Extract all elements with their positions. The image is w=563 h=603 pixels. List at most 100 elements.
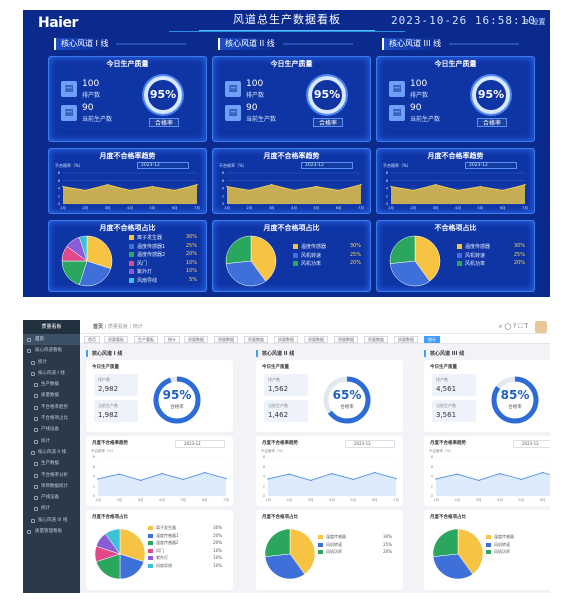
legend-item: 温度传感器 30% xyxy=(318,534,392,542)
sidebar-item[interactable]: 不合格率趋势 xyxy=(23,402,80,413)
trend-point xyxy=(524,183,526,186)
font-size-icon[interactable]: T xyxy=(524,323,530,330)
lane-title: 核心风道 II 线 xyxy=(218,38,353,50)
sidebar-item[interactable]: 质量管理看板 xyxy=(23,526,80,537)
stat-produced: ▤ 100 排产数 xyxy=(225,79,285,99)
tab[interactable]: 质量数据 xyxy=(184,336,208,343)
breadcrumb-root[interactable]: 首页 xyxy=(93,324,104,330)
tab[interactable]: 质量数据 xyxy=(214,336,238,343)
sidebar-item[interactable]: 核心风道看板 xyxy=(23,345,80,356)
legend-percent: 30% xyxy=(513,243,525,249)
sidebar-item[interactable]: 产线设备 xyxy=(23,492,80,503)
pass-rate-gauge xyxy=(153,376,201,424)
sidebar-item[interactable]: 首页 xyxy=(23,334,80,346)
avatar[interactable] xyxy=(535,321,547,333)
legend-name: 温度传感器 xyxy=(326,534,346,539)
legend-item: 温度传感器 30% xyxy=(457,243,525,252)
trend-point xyxy=(106,183,109,186)
panel-title: 今日生产质量 xyxy=(434,60,477,68)
trend-point xyxy=(129,189,131,192)
month-select[interactable]: 2023-12 xyxy=(465,162,517,169)
trend-card: 月度不合格率趋势 2023-12 不合格率（%） 0 2 4 6 8 1月 2月 3月 4月 5月 6月 7… xyxy=(86,436,233,506)
trend-point xyxy=(151,185,154,188)
trend-point xyxy=(139,479,142,482)
settings-button[interactable]: ⚙ 设置 xyxy=(523,17,546,27)
tab[interactable]: 生产看板 xyxy=(134,336,158,343)
y-tick-label: 4 xyxy=(263,475,266,479)
legend-name: 温度传感器2 xyxy=(156,540,179,545)
card-title: 月度不合格率趋势 xyxy=(430,441,466,446)
github-icon[interactable]: ◯ xyxy=(504,323,513,330)
tab[interactable]: 质量看板 xyxy=(104,336,128,343)
tab[interactable]: 质量数据 xyxy=(394,336,418,343)
legend-name: 温度传感器1 xyxy=(156,532,179,538)
tab[interactable]: 质量数据 xyxy=(364,336,388,343)
legend-item: 风门 10% xyxy=(148,548,222,556)
pie-slice xyxy=(264,528,291,557)
month-select[interactable]: 2023-12 xyxy=(301,162,353,169)
month-select[interactable]: 2023-12 xyxy=(175,440,225,448)
sidebar-item[interactable]: 生产数据 xyxy=(23,379,80,390)
sidebar-item[interactable]: 生产数据 xyxy=(23,458,80,469)
line-column: 核心风道 III 线今日生产质量 排产数 4,561 当前生产数 3,561 85% 合格率… xyxy=(424,350,550,590)
y-tick-label: 8 xyxy=(58,171,61,175)
sidebar-item[interactable]: 不合格率分析 xyxy=(23,470,80,481)
trend-point xyxy=(501,189,504,192)
trend-line xyxy=(390,184,526,191)
tab[interactable]: 统计 xyxy=(424,336,440,343)
sidebar-item[interactable]: 统计 xyxy=(23,436,80,447)
sidebar-item[interactable]: 产线设备 xyxy=(23,424,80,435)
y-tick-label: 4 xyxy=(386,187,389,191)
y-tick-label: 0 xyxy=(58,202,61,206)
legend-name: 温度传感器 xyxy=(465,244,491,250)
sidebar-item[interactable]: 统计 xyxy=(23,357,80,368)
month-select[interactable]: 2023-12 xyxy=(137,162,189,169)
calendar-icon: ▤ xyxy=(225,105,241,121)
pie-slice xyxy=(457,528,484,575)
sidebar-item-label: 核心风道 III 线 xyxy=(38,517,68,523)
fullscreen-icon[interactable]: ⛶ xyxy=(518,323,525,330)
tab[interactable]: 质量数据 xyxy=(244,336,268,343)
legend-percent: 20% xyxy=(185,251,197,257)
sidebar-item[interactable]: 项目数据统计 xyxy=(23,481,80,492)
sidebar-item[interactable]: 核心风道 III 线 xyxy=(23,515,80,526)
tab[interactable]: 质量数据 xyxy=(274,336,298,343)
help-icon[interactable]: ? xyxy=(512,323,519,330)
sidebar-item[interactable]: 不合格项占比 xyxy=(23,413,80,424)
trend-point xyxy=(331,472,333,475)
pass-rate-ring: 95% xyxy=(308,76,346,114)
sidebar-item[interactable]: 质量数据 xyxy=(23,390,80,401)
tab[interactable]: 统计 xyxy=(164,336,180,343)
sidebar-item[interactable]: 核心风道 I 线 xyxy=(23,368,80,379)
production-lane: 核心风道 I 线今日生产质量 ▤ 100 排产数 ▤ 90 当前生产数 95% 合格率 月度不合格… xyxy=(48,38,207,292)
sidebar-item[interactable]: 核心风道 II 线 xyxy=(23,447,80,458)
quality-panel: 今日生产质量 ▤ 100 排产数 ▤ 90 当前生产数 95% 合格率 xyxy=(376,56,535,142)
y-tick-label: 6 xyxy=(58,179,61,183)
legend-swatch xyxy=(293,252,298,258)
legend-name: 离子发生器 xyxy=(156,525,176,530)
month-select[interactable]: 2023-12 xyxy=(345,440,395,448)
x-tick-label: 5月 xyxy=(180,497,186,502)
legend-swatch xyxy=(318,535,323,539)
legend-item: 温度传感器2 20% xyxy=(148,540,222,548)
search-icon[interactable]: ⌕ xyxy=(498,323,505,330)
trend-point xyxy=(360,183,362,186)
calendar-icon: ▤ xyxy=(389,105,405,121)
tab[interactable]: 首页 xyxy=(84,336,100,343)
quality-card: 今日生产质量 排产数 2,982 当前生产数 1,982 95% 合格率 xyxy=(86,360,233,432)
x-tick-label: 2月 xyxy=(454,497,460,502)
axis-unit-label: 不合格率（%） xyxy=(91,449,116,453)
tab[interactable]: 质量数据 xyxy=(304,336,328,343)
legend-percent: 30% xyxy=(383,534,392,539)
x-tick-label: 3月 xyxy=(105,205,111,210)
legend-percent: 25% xyxy=(513,251,525,258)
trend-point xyxy=(541,471,544,474)
month-select[interactable]: 2023-12 xyxy=(513,440,550,448)
sidebar-item[interactable]: 统计 xyxy=(23,503,80,514)
y-tick-label: 8 xyxy=(386,171,389,175)
x-tick-label: 3月 xyxy=(433,205,439,210)
tab[interactable]: 质量数据 xyxy=(334,336,358,343)
y-tick-label: 0 xyxy=(386,202,389,206)
x-tick-label: 7月 xyxy=(522,205,528,210)
